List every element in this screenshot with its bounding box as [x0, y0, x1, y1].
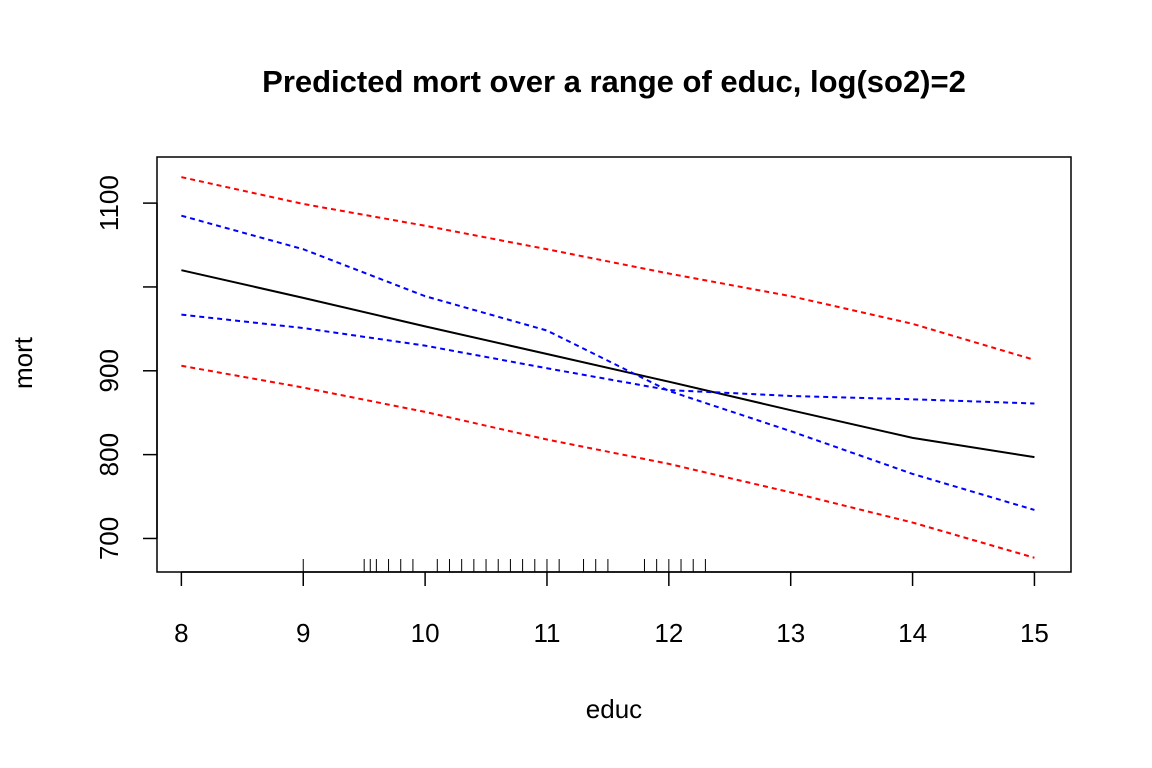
series-layer: [181, 176, 1035, 559]
series-line-4: [181, 364, 1035, 559]
x-tick-label: 9: [296, 618, 310, 648]
y-tick-label: 800: [94, 433, 124, 476]
x-tick-label: 15: [1020, 618, 1049, 648]
series-line-3: [181, 176, 1035, 361]
y-tick-label: 900: [94, 349, 124, 392]
plot-frame: [156, 156, 1072, 573]
x-tick-label: 10: [411, 618, 440, 648]
series-line-1: [181, 214, 1035, 511]
x-axis: 8 9 10 11 12 13 14 15: [174, 571, 1049, 648]
y-tick-label: 700: [94, 517, 124, 560]
rug: [302, 559, 706, 572]
y-tick-label: 1100: [94, 175, 124, 231]
chart-title: Predicted mort over a range of educ, log…: [262, 64, 966, 99]
x-tick-label: 14: [898, 618, 927, 648]
x-tick-label: 13: [776, 618, 805, 648]
series-line-0: [181, 269, 1035, 459]
x-tick-label: 11: [533, 618, 560, 648]
y-axis-label: mort: [8, 336, 38, 389]
x-axis-label: educ: [586, 694, 642, 724]
x-tick-label: 8: [174, 618, 188, 648]
y-axis: 700 800 900 1100: [94, 175, 158, 560]
x-tick-label: 12: [654, 618, 683, 648]
series-line-2: [181, 313, 1035, 405]
